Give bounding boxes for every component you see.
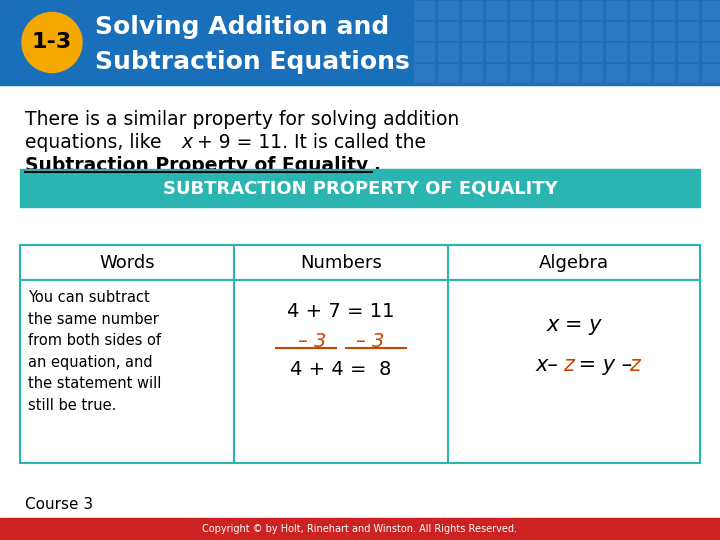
- Text: .: .: [373, 156, 380, 175]
- FancyBboxPatch shape: [462, 22, 483, 41]
- FancyBboxPatch shape: [654, 64, 675, 83]
- Text: Solving Addition and: Solving Addition and: [95, 15, 390, 39]
- FancyBboxPatch shape: [510, 43, 531, 62]
- FancyBboxPatch shape: [630, 1, 651, 20]
- Text: z: z: [563, 355, 574, 375]
- Text: x–: x–: [536, 355, 565, 375]
- FancyBboxPatch shape: [558, 43, 579, 62]
- Text: x: x: [181, 133, 192, 152]
- FancyBboxPatch shape: [462, 43, 483, 62]
- FancyBboxPatch shape: [438, 43, 459, 62]
- FancyBboxPatch shape: [414, 64, 435, 83]
- FancyBboxPatch shape: [582, 64, 603, 83]
- FancyBboxPatch shape: [582, 1, 603, 20]
- Text: Subtraction Equations: Subtraction Equations: [95, 50, 410, 74]
- FancyBboxPatch shape: [462, 1, 483, 20]
- FancyBboxPatch shape: [534, 43, 555, 62]
- FancyBboxPatch shape: [702, 1, 720, 20]
- FancyBboxPatch shape: [510, 22, 531, 41]
- FancyBboxPatch shape: [438, 1, 459, 20]
- Text: – 3: – 3: [297, 332, 326, 351]
- FancyBboxPatch shape: [630, 43, 651, 62]
- FancyBboxPatch shape: [558, 22, 579, 41]
- FancyBboxPatch shape: [606, 22, 627, 41]
- Bar: [20, 280, 700, 463]
- Bar: [0, 0, 720, 85]
- Text: 4 + 7 = 11: 4 + 7 = 11: [287, 302, 395, 321]
- FancyBboxPatch shape: [582, 43, 603, 62]
- FancyBboxPatch shape: [534, 1, 555, 20]
- FancyBboxPatch shape: [582, 22, 603, 41]
- Text: You can subtract
the same number
from both sides of
an equation, and
the stateme: You can subtract the same number from bo…: [28, 290, 161, 413]
- FancyBboxPatch shape: [654, 22, 675, 41]
- Bar: [20, 169, 700, 207]
- FancyBboxPatch shape: [654, 43, 675, 62]
- FancyBboxPatch shape: [558, 64, 579, 83]
- FancyBboxPatch shape: [510, 1, 531, 20]
- FancyBboxPatch shape: [702, 22, 720, 41]
- FancyBboxPatch shape: [654, 1, 675, 20]
- FancyBboxPatch shape: [438, 22, 459, 41]
- FancyBboxPatch shape: [534, 64, 555, 83]
- FancyBboxPatch shape: [606, 64, 627, 83]
- FancyBboxPatch shape: [678, 22, 699, 41]
- FancyBboxPatch shape: [678, 1, 699, 20]
- Text: Subtraction Property of Equality: Subtraction Property of Equality: [25, 156, 368, 175]
- FancyBboxPatch shape: [678, 43, 699, 62]
- Bar: [20, 245, 700, 280]
- FancyBboxPatch shape: [486, 64, 507, 83]
- FancyBboxPatch shape: [678, 64, 699, 83]
- Text: SUBTRACTION PROPERTY OF EQUALITY: SUBTRACTION PROPERTY OF EQUALITY: [163, 179, 557, 197]
- FancyBboxPatch shape: [414, 1, 435, 20]
- FancyBboxPatch shape: [486, 22, 507, 41]
- FancyBboxPatch shape: [486, 43, 507, 62]
- Text: z: z: [629, 355, 640, 375]
- FancyBboxPatch shape: [606, 43, 627, 62]
- Text: Copyright © by Holt, Rinehart and Winston. All Rights Reserved.: Copyright © by Holt, Rinehart and Winsto…: [202, 524, 518, 534]
- FancyBboxPatch shape: [438, 64, 459, 83]
- Text: x = y: x = y: [546, 315, 602, 335]
- FancyBboxPatch shape: [630, 22, 651, 41]
- FancyBboxPatch shape: [414, 43, 435, 62]
- FancyBboxPatch shape: [486, 1, 507, 20]
- Text: = y –: = y –: [572, 355, 639, 375]
- Text: 1-3: 1-3: [32, 32, 72, 52]
- FancyBboxPatch shape: [702, 43, 720, 62]
- Text: Numbers: Numbers: [300, 253, 382, 272]
- Circle shape: [22, 12, 82, 72]
- Text: Algebra: Algebra: [539, 253, 609, 272]
- Text: – 3: – 3: [356, 332, 384, 351]
- Bar: [0, 518, 720, 540]
- Text: Words: Words: [99, 253, 155, 272]
- Text: equations, like: equations, like: [25, 133, 168, 152]
- FancyBboxPatch shape: [414, 22, 435, 41]
- Text: Course 3: Course 3: [25, 497, 93, 512]
- FancyBboxPatch shape: [534, 22, 555, 41]
- Text: + 9 = 11. It is called the: + 9 = 11. It is called the: [191, 133, 426, 152]
- FancyBboxPatch shape: [510, 64, 531, 83]
- FancyBboxPatch shape: [630, 64, 651, 83]
- FancyBboxPatch shape: [462, 64, 483, 83]
- Text: 4 + 4 =  8: 4 + 4 = 8: [290, 360, 392, 379]
- FancyBboxPatch shape: [558, 1, 579, 20]
- FancyBboxPatch shape: [702, 64, 720, 83]
- Text: There is a similar property for solving addition: There is a similar property for solving …: [25, 110, 459, 129]
- FancyBboxPatch shape: [606, 1, 627, 20]
